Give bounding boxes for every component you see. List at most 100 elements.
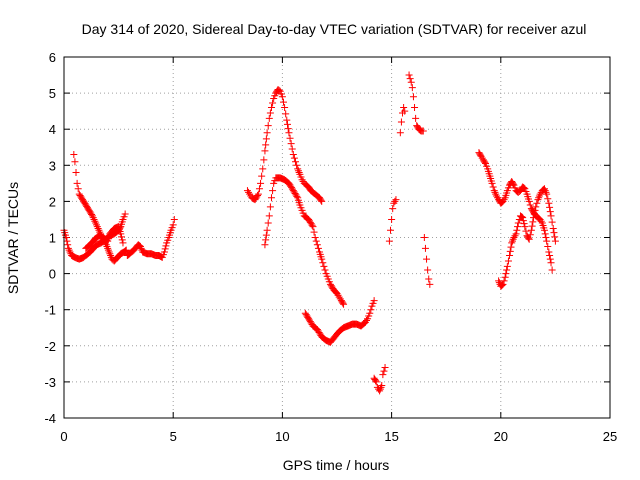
data-point	[340, 300, 348, 308]
data-point	[530, 214, 538, 222]
data-point	[269, 187, 277, 195]
data-point	[260, 156, 268, 164]
data-point	[106, 250, 114, 258]
data-point	[162, 242, 170, 250]
data-point	[546, 252, 554, 260]
data-point	[305, 217, 313, 225]
y-tick-label: 5	[49, 86, 56, 101]
data-point	[282, 110, 290, 118]
data-point	[64, 241, 72, 249]
data-point	[314, 244, 322, 252]
chart-title: Day 314 of 2020, Sidereal Day-to-day VTE…	[82, 21, 587, 37]
data-point	[265, 114, 273, 122]
data-point	[520, 220, 528, 228]
x-tick-label: 25	[603, 429, 617, 444]
data-point	[502, 270, 510, 278]
data-point	[315, 328, 323, 336]
data-point	[542, 234, 550, 241]
data-point	[492, 190, 500, 198]
data-point	[548, 218, 556, 226]
data-point	[544, 195, 552, 203]
data-point	[426, 280, 434, 288]
data-point	[423, 255, 431, 263]
data-point	[514, 223, 522, 231]
data-point	[531, 206, 539, 214]
data-point	[407, 78, 415, 86]
data-point	[489, 183, 497, 191]
data-point	[293, 192, 301, 200]
data-point	[261, 147, 269, 155]
data-point	[246, 190, 254, 198]
data-point	[262, 231, 270, 239]
data-point	[512, 230, 520, 238]
data-point	[401, 107, 409, 115]
data-point	[524, 234, 532, 242]
data-point	[544, 243, 552, 251]
y-tick-label: -3	[44, 375, 56, 390]
data-point	[367, 306, 375, 314]
data-point	[334, 291, 342, 299]
data-point	[551, 233, 559, 241]
y-tick-label: 0	[49, 267, 56, 282]
data-point	[530, 210, 538, 218]
data-point	[546, 255, 554, 263]
data-point	[294, 167, 302, 175]
data-point	[508, 237, 516, 245]
data-point	[288, 145, 296, 153]
data-point	[541, 230, 549, 238]
data-point	[380, 367, 388, 375]
data-point	[339, 299, 347, 307]
data-point	[119, 239, 127, 247]
data-point	[312, 237, 320, 245]
y-tick-label: 2	[49, 194, 56, 209]
data-point	[519, 184, 527, 192]
data-point	[366, 309, 374, 317]
data-point	[266, 203, 274, 211]
data-point	[136, 243, 144, 251]
data-point	[509, 235, 517, 243]
data-point	[513, 226, 521, 234]
data-point	[540, 185, 548, 193]
data-point	[287, 140, 295, 148]
data-point	[521, 223, 529, 231]
data-point	[425, 275, 433, 283]
data-point	[263, 129, 271, 137]
data-point	[169, 221, 177, 229]
data-point	[263, 226, 271, 234]
data-point	[107, 252, 115, 260]
data-point	[545, 199, 553, 207]
data-point	[105, 248, 113, 256]
data-point	[390, 199, 398, 207]
data-point	[381, 363, 389, 371]
data-point	[494, 194, 502, 202]
data-point	[262, 141, 270, 149]
data-point	[546, 203, 554, 211]
data-point	[90, 215, 98, 223]
data-point	[261, 241, 269, 249]
data-point	[541, 187, 549, 195]
data-point	[509, 180, 517, 188]
data-point	[278, 93, 286, 101]
data-point	[420, 234, 428, 241]
data-point	[536, 215, 544, 223]
data-point	[378, 382, 386, 390]
data-point	[506, 252, 514, 260]
data-point	[285, 129, 293, 137]
data-point	[361, 318, 369, 326]
data-point	[411, 104, 419, 112]
data-point	[511, 232, 519, 240]
y-tick-label: -2	[44, 339, 56, 354]
data-point	[311, 234, 319, 241]
data-point	[318, 197, 326, 205]
data-point	[542, 188, 550, 196]
data-point	[310, 228, 318, 236]
y-tick-label: 1	[49, 231, 56, 246]
data-point	[293, 161, 301, 169]
data-point	[267, 104, 275, 112]
data-point	[65, 246, 73, 254]
data-point	[308, 221, 316, 229]
x-tick-label: 5	[170, 429, 177, 444]
data-point	[528, 222, 536, 230]
data-point	[507, 243, 515, 251]
data-point	[488, 179, 496, 187]
